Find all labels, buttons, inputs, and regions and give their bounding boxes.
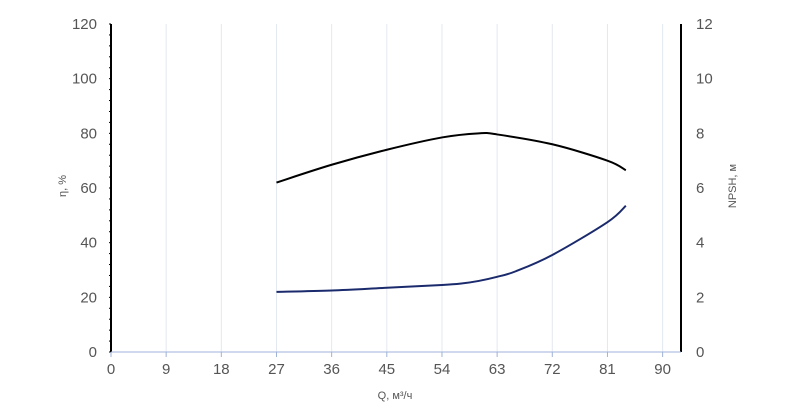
y-left-tick-label: 0 [89, 344, 97, 361]
y-left-tick-label: 120 [72, 16, 97, 33]
y-right-tick-label: 2 [696, 289, 704, 306]
y-right-tick-label: 4 [696, 235, 704, 252]
y-right-tick-label: 6 [696, 180, 704, 197]
y-left-tick-label: 60 [80, 180, 97, 197]
tick-layer: 0 9 18 27 36 45 54 63 72 81 90 0 20 40 60 80 100 120 0 2 4 6 8… [72, 16, 713, 378]
efficiency-curve [276, 131, 627, 184]
x-tick-label: 81 [599, 361, 616, 378]
y-right-tick-label: 12 [696, 16, 713, 33]
x-axis-title: Q, м³/ч [378, 390, 413, 402]
y-left-tick-label: 80 [80, 125, 97, 142]
x-tick-label: 18 [213, 361, 230, 378]
y-left-tick-label: 100 [72, 71, 97, 88]
y-right-tick-label: 0 [696, 344, 704, 361]
x-tick-label: 0 [107, 361, 115, 378]
x-tick-label: 90 [654, 361, 671, 378]
y-right-tick-label: 10 [696, 71, 713, 88]
y-right-tick-label: 8 [696, 125, 704, 142]
y-axis-right-title: NPSH, м [727, 164, 739, 208]
y-axis-left-title: η, % [57, 175, 69, 197]
x-tick-label: 54 [434, 361, 451, 378]
x-tick-label: 9 [162, 361, 170, 378]
y-left-tick-label: 40 [80, 235, 97, 252]
y-left-tick-label: 20 [80, 289, 97, 306]
series-layer [276, 131, 627, 293]
x-tick-label: 27 [268, 361, 285, 378]
x-tick-label: 63 [489, 361, 506, 378]
npsh-curve [276, 205, 627, 293]
axes-layer [109, 23, 682, 357]
grid-layer [165, 24, 664, 352]
x-tick-label: 36 [323, 361, 340, 378]
x-tick-label: 72 [544, 361, 561, 378]
x-tick-label: 45 [378, 361, 395, 378]
